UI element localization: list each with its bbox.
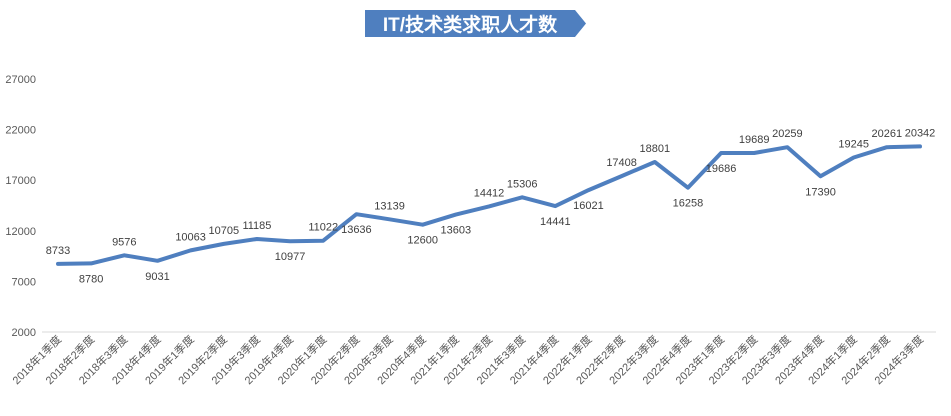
chart-title: IT/技术类求职人才数 xyxy=(383,13,558,36)
title-background xyxy=(365,10,586,37)
y-tick-label: 12000 xyxy=(5,226,36,238)
data-label: 13139 xyxy=(374,200,405,212)
data-label: 15306 xyxy=(507,178,538,190)
y-tick-label: 17000 xyxy=(5,175,36,187)
data-label: 14441 xyxy=(540,216,571,228)
data-label: 9031 xyxy=(145,271,169,283)
data-label: 16258 xyxy=(673,198,704,210)
data-label: 8780 xyxy=(79,273,103,285)
data-label: 20261 xyxy=(872,128,903,140)
y-tick-label: 2000 xyxy=(12,327,36,339)
data-label: 12600 xyxy=(407,235,438,247)
data-label: 11022 xyxy=(308,222,338,234)
data-label: 20259 xyxy=(772,128,803,140)
series-line xyxy=(56,144,922,266)
data-label: 19245 xyxy=(838,138,869,150)
data-label: 10063 xyxy=(175,231,206,243)
data-label: 19689 xyxy=(739,134,770,146)
y-tick-label: 27000 xyxy=(5,74,36,86)
data-label: 19686 xyxy=(706,163,737,175)
data-label: 10705 xyxy=(208,225,239,237)
data-label: 16021 xyxy=(573,200,604,212)
data-label: 18801 xyxy=(639,143,670,155)
data-label: 10977 xyxy=(275,251,306,263)
data-label: 13603 xyxy=(441,225,472,237)
data-label: 17408 xyxy=(606,157,637,169)
data-label: 14412 xyxy=(474,187,505,199)
data-label: 11185 xyxy=(242,220,271,232)
data-label: 8733 xyxy=(46,245,70,257)
y-tick-label: 22000 xyxy=(5,125,36,137)
data-label: 20342 xyxy=(905,127,936,139)
title-banner: IT/技术类求职人才数 xyxy=(365,10,586,37)
data-label: 17390 xyxy=(805,186,836,198)
y-tick-label: 7000 xyxy=(12,276,36,288)
data-label: 9576 xyxy=(112,236,136,248)
data-label: 13636 xyxy=(341,224,372,236)
